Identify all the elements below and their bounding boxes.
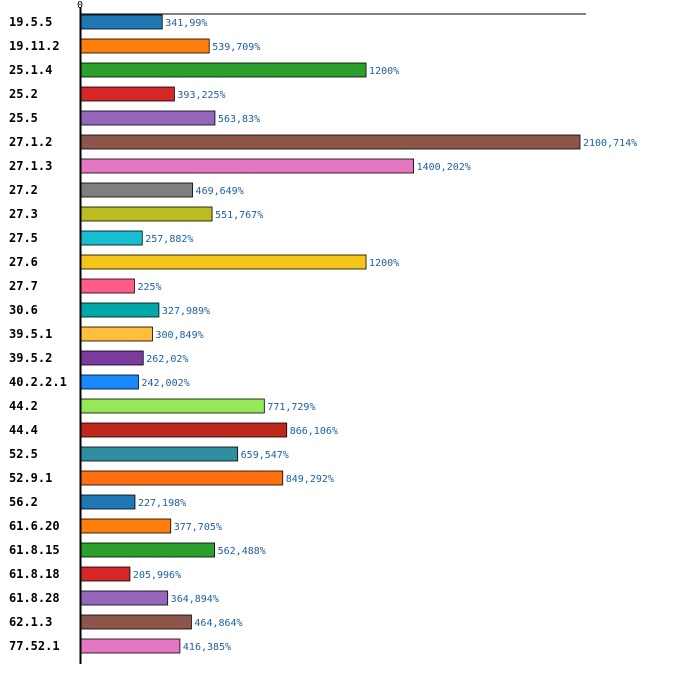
value-label: 262,02%: [146, 354, 188, 365]
category-label: 52.5: [9, 447, 38, 461]
category-label: 27.6: [9, 255, 38, 269]
value-label: 205,996%: [133, 570, 181, 581]
value-label: 227,198%: [138, 498, 186, 509]
value-label: 2100,714%: [583, 138, 637, 149]
value-label: 771,729%: [267, 402, 315, 413]
value-label: 257,882%: [145, 234, 193, 245]
bar-27.5: [80, 230, 143, 246]
category-label: 27.2: [9, 183, 38, 197]
bar-40.2.2.1: [80, 374, 139, 390]
value-label: 866,106%: [290, 426, 338, 437]
category-label: 61.8.15: [9, 543, 60, 557]
bar-56.2: [80, 494, 136, 510]
bar-19.11.2: [80, 38, 210, 54]
category-label: 27.1.2: [9, 135, 52, 149]
value-label: 364,894%: [171, 594, 219, 605]
value-label: 377,705%: [174, 522, 222, 533]
bar-25.1.4: [80, 62, 367, 78]
bar-39.5.1: [80, 326, 153, 342]
bar-44.2: [80, 398, 265, 414]
category-label: 27.3: [9, 207, 38, 221]
bar-27.6: [80, 254, 367, 270]
x-tick-label: 0: [77, 0, 83, 11]
value-label: 562,488%: [218, 546, 266, 557]
bar-61.8.28: [80, 590, 169, 606]
value-label: 242,002%: [141, 378, 189, 389]
bar-27.1.2: [80, 134, 581, 150]
value-label: 1400,202%: [417, 162, 471, 173]
value-label: 659,547%: [241, 450, 289, 461]
value-label: 393,225%: [177, 90, 225, 101]
bar-27.3: [80, 206, 213, 222]
category-label: 30.6: [9, 303, 38, 317]
category-label: 25.2: [9, 87, 38, 101]
category-label: 56.2: [9, 495, 38, 509]
bar-77.52.1: [80, 638, 181, 654]
category-label: 44.4: [9, 423, 38, 437]
category-label: 61.6.20: [9, 519, 60, 533]
value-label: 416,385%: [183, 642, 231, 653]
bar-61.8.15: [80, 542, 216, 558]
bar-25.5: [80, 110, 216, 126]
bar-27.2: [80, 182, 193, 198]
category-label: 62.1.3: [9, 615, 52, 629]
value-label: 327,989%: [162, 306, 210, 317]
category-label: 27.7: [9, 279, 38, 293]
category-label: 39.5.1: [9, 327, 52, 341]
value-label: 469,649%: [196, 186, 244, 197]
category-label: 25.5: [9, 111, 38, 125]
category-label: 77.52.1: [9, 639, 60, 653]
bar-27.7: [80, 278, 135, 294]
category-label: 27.5: [9, 231, 38, 245]
category-label: 61.8.18: [9, 567, 60, 581]
category-label: 52.9.1: [9, 471, 52, 485]
labels-layer: 19.5.5 341,99% 19.11.2 539,709% 25.1.4 1200% 2…: [9, 15, 637, 653]
bar-52.9.1: [80, 470, 284, 486]
value-label: 341,99%: [165, 18, 207, 29]
value-label: 849,292%: [286, 474, 334, 485]
category-label: 40.2.2.1: [9, 375, 67, 389]
value-label: 539,709%: [212, 42, 260, 53]
value-label: 300,849%: [155, 330, 203, 341]
value-label: 464,864%: [194, 618, 242, 629]
bar-61.6.20: [80, 518, 172, 534]
category-label: 27.1.3: [9, 159, 52, 173]
bar-62.1.3: [80, 614, 192, 630]
category-label: 44.2: [9, 399, 38, 413]
bar-25.2: [80, 86, 175, 102]
bar-19.5.5: [80, 14, 163, 30]
value-label: 551,767%: [215, 210, 263, 221]
bar-39.5.2: [80, 350, 144, 366]
category-label: 19.5.5: [9, 15, 52, 29]
value-label: 563,83%: [218, 114, 260, 125]
category-label: 19.11.2: [9, 39, 60, 53]
category-label: 39.5.2: [9, 351, 52, 365]
bar-52.5: [80, 446, 239, 462]
value-label: 1200%: [369, 258, 399, 269]
bar-61.8.18: [80, 566, 131, 582]
category-label: 61.8.28: [9, 591, 60, 605]
category-label: 25.1.4: [9, 63, 52, 77]
bar-27.1.3: [80, 158, 415, 174]
bar-44.4: [80, 422, 288, 438]
value-label: 225%: [137, 282, 161, 293]
bar-30.6: [80, 302, 160, 318]
value-label: 1200%: [369, 66, 399, 77]
